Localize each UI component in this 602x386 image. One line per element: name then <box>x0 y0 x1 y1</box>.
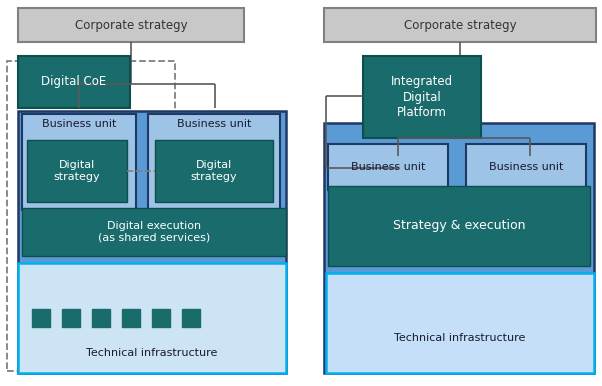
Text: Integrated
Digital
Platform: Integrated Digital Platform <box>391 76 453 119</box>
FancyBboxPatch shape <box>324 8 596 42</box>
FancyBboxPatch shape <box>155 140 273 202</box>
FancyBboxPatch shape <box>18 263 286 373</box>
Text: Digital execution
(as shared services): Digital execution (as shared services) <box>98 221 210 243</box>
Text: Corporate strategy: Corporate strategy <box>404 19 517 32</box>
Text: Digital CoE: Digital CoE <box>42 76 107 88</box>
FancyBboxPatch shape <box>22 208 286 256</box>
FancyBboxPatch shape <box>326 273 594 373</box>
FancyBboxPatch shape <box>152 309 170 327</box>
Text: Business unit: Business unit <box>489 162 563 172</box>
FancyBboxPatch shape <box>27 140 127 202</box>
Text: Technical infrastructure: Technical infrastructure <box>86 348 218 358</box>
FancyBboxPatch shape <box>466 144 586 190</box>
FancyBboxPatch shape <box>363 56 481 138</box>
FancyBboxPatch shape <box>324 123 594 373</box>
Text: Corporate strategy: Corporate strategy <box>75 19 187 32</box>
FancyBboxPatch shape <box>92 309 110 327</box>
FancyBboxPatch shape <box>182 309 200 327</box>
FancyBboxPatch shape <box>18 56 130 108</box>
FancyBboxPatch shape <box>148 114 280 210</box>
FancyBboxPatch shape <box>328 186 590 266</box>
Text: Technical infrastructure: Technical infrastructure <box>394 333 526 343</box>
Text: Business unit: Business unit <box>42 119 116 129</box>
FancyBboxPatch shape <box>18 111 286 373</box>
FancyBboxPatch shape <box>18 8 244 42</box>
FancyBboxPatch shape <box>328 144 448 190</box>
Text: Business unit: Business unit <box>351 162 425 172</box>
Text: Business unit: Business unit <box>177 119 251 129</box>
Text: Digital
strategy: Digital strategy <box>54 160 101 182</box>
FancyBboxPatch shape <box>32 309 50 327</box>
FancyBboxPatch shape <box>62 309 80 327</box>
FancyBboxPatch shape <box>122 309 140 327</box>
FancyBboxPatch shape <box>22 114 136 210</box>
Text: Strategy & execution: Strategy & execution <box>393 220 526 232</box>
Text: Digital
strategy: Digital strategy <box>191 160 237 182</box>
